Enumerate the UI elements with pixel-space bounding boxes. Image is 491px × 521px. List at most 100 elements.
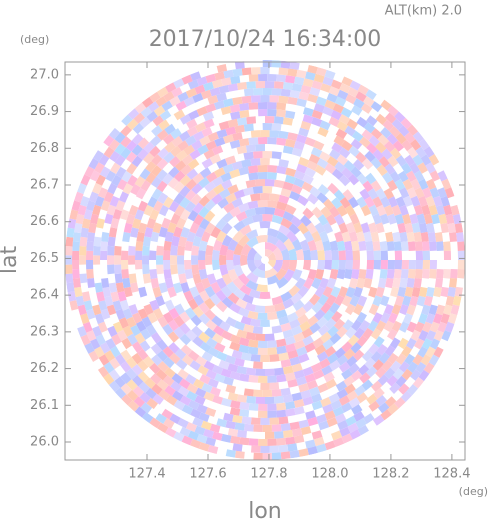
echo-cell <box>156 264 164 275</box>
echo-cell <box>81 218 91 229</box>
echo-cell <box>237 234 250 247</box>
echo-cell <box>267 165 278 173</box>
echo-cell <box>72 241 80 251</box>
echo-cell <box>122 231 131 243</box>
echo-cell <box>138 286 148 298</box>
echo-cell <box>409 295 419 307</box>
echo-cell <box>329 360 341 371</box>
echo-cell <box>368 343 380 355</box>
echo-cell <box>233 189 246 200</box>
echo-cell <box>372 295 383 307</box>
echo-cell <box>394 260 403 270</box>
echo-cell <box>163 196 174 209</box>
echo-cell <box>168 307 180 320</box>
echo-cell <box>214 167 226 178</box>
echo-cell <box>181 154 194 166</box>
echo-cell <box>85 260 94 270</box>
echo-cell <box>343 348 356 360</box>
echo-cell <box>207 378 219 389</box>
echo-cell <box>429 260 437 270</box>
echo-cell <box>195 226 206 238</box>
echo-cell <box>170 245 178 256</box>
echo-cell <box>406 124 419 136</box>
echo-cell <box>307 93 319 104</box>
echo-cell <box>260 354 270 363</box>
echo-cell <box>98 354 110 366</box>
echo-cell <box>241 95 252 104</box>
echo-cell <box>414 338 425 350</box>
echo-cell <box>248 289 261 299</box>
echo-cell <box>239 138 250 147</box>
echo-cell <box>267 172 278 180</box>
echo-cell <box>313 369 325 380</box>
echo-cell <box>375 395 388 407</box>
echo-cell <box>142 236 152 247</box>
echo-cell <box>293 369 305 380</box>
echo-cell <box>72 269 80 279</box>
echo-cell <box>173 226 183 238</box>
echo-cell <box>163 91 175 102</box>
echo-cell <box>450 204 460 216</box>
y-tick-label: 26.9 <box>30 104 59 119</box>
echo-cell <box>262 122 273 131</box>
echo-cell <box>316 443 327 453</box>
echo-cell <box>156 379 169 391</box>
echo-cell <box>205 103 217 113</box>
echo-cell <box>276 276 289 289</box>
echo-cell <box>352 159 365 171</box>
x-tick-label: 128.4 <box>433 467 470 482</box>
echo-cell <box>212 333 224 344</box>
echo-cell <box>267 340 278 348</box>
echo-cell <box>336 205 348 217</box>
echo-cell <box>218 120 230 131</box>
echo-cell <box>257 164 268 173</box>
echo-cell <box>86 330 97 342</box>
echo-cell <box>99 342 111 354</box>
echo-cell <box>330 286 341 298</box>
echo-cell <box>152 222 162 234</box>
echo-cell <box>108 227 118 238</box>
echo-cell <box>407 269 416 279</box>
echo-cell <box>171 373 183 385</box>
echo-cell <box>344 303 356 316</box>
echo-cell <box>142 255 150 265</box>
echo-cell <box>260 193 270 201</box>
echo-cell <box>189 222 200 234</box>
echo-cell <box>366 260 375 270</box>
echo-cell <box>290 215 303 228</box>
echo-cell <box>307 416 319 427</box>
echo-cell <box>336 354 349 366</box>
echo-cell <box>244 208 256 218</box>
echo-cell <box>136 231 145 243</box>
echo-cell <box>348 231 358 242</box>
echo-cell <box>220 285 233 298</box>
echo-cell <box>150 135 162 147</box>
echo-cell <box>221 179 233 190</box>
echo-cell <box>384 204 394 216</box>
echo-cell <box>326 417 338 428</box>
echo-cell <box>100 200 111 212</box>
echo-cell <box>326 277 337 289</box>
echo-cell <box>158 119 170 131</box>
echo-cell <box>265 396 275 405</box>
echo-cell <box>406 277 415 288</box>
echo-cell <box>267 438 277 446</box>
echo-cell <box>327 182 339 195</box>
echo-cell <box>108 380 121 393</box>
echo-cell <box>169 413 181 425</box>
echo-cell <box>274 81 284 89</box>
echo-cell <box>115 166 127 179</box>
echo-cell <box>282 117 294 126</box>
echo-cell <box>302 207 315 220</box>
echo-cell <box>139 168 151 180</box>
echo-cell <box>199 135 211 146</box>
echo-cell <box>145 172 157 184</box>
echo-cell <box>150 373 162 385</box>
echo-cell <box>345 222 356 234</box>
echo-cell <box>250 354 261 362</box>
echo-cell <box>278 194 290 205</box>
echo-cell <box>338 174 351 187</box>
echo-cell <box>138 381 150 393</box>
echo-cell <box>317 324 330 336</box>
echo-cell <box>175 150 188 162</box>
